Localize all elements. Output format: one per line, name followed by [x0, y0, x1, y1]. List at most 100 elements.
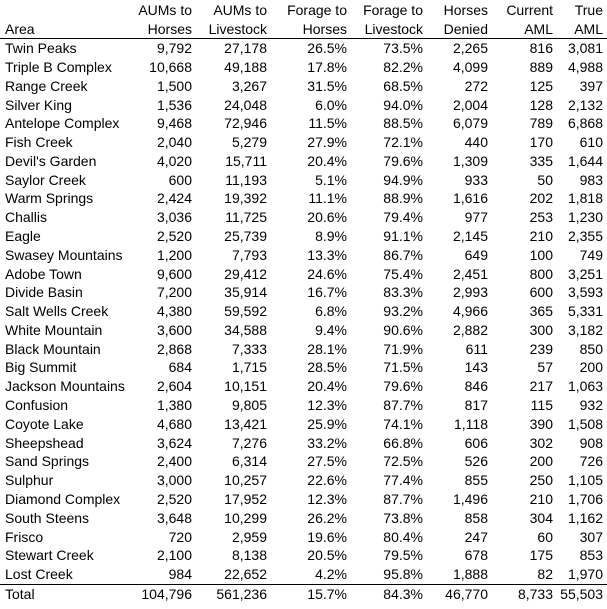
- value-cell: 72,946: [224, 115, 267, 132]
- value-cell: 2,604: [156, 378, 192, 395]
- area-cell: Fish Creek: [5, 134, 73, 151]
- value-cell: 649: [464, 246, 488, 263]
- table-row-confusion: Confusion 1,380 9,805 12.3% 87.7% 817 115 932: [0, 396, 607, 415]
- value-cell: 749: [579, 246, 603, 263]
- value-cell: 239: [529, 340, 553, 357]
- area-cell: Frisco: [5, 528, 44, 545]
- value-cell: 20.4%: [307, 378, 347, 395]
- value-cell: 25,739: [224, 228, 267, 244]
- value-cell: 19,392: [224, 190, 267, 207]
- value-cell: 789: [529, 115, 553, 132]
- value-cell: 9.4%: [315, 321, 347, 338]
- value-cell: 80.4%: [383, 528, 423, 545]
- value-cell: 4,380: [156, 303, 192, 320]
- value-cell: 1,200: [156, 246, 192, 263]
- value-cell: 28.5%: [307, 359, 347, 376]
- value-cell: 4,099: [452, 58, 488, 75]
- area-cell: Adobe Town: [5, 265, 82, 282]
- value-cell: 28.1%: [307, 340, 347, 357]
- value-cell: 726: [579, 453, 603, 470]
- value-cell: 1,309: [452, 152, 488, 169]
- value-cell: 60: [537, 528, 553, 545]
- value-cell: 2,400: [156, 453, 192, 470]
- value-cell: 90.6%: [383, 321, 423, 338]
- table-row-saylor-creek: Saylor Creek 600 11,193 5.1% 94.9% 933 50 983: [0, 171, 607, 190]
- header-cell-aums-to-livestock: AUMs to Livestock: [192, 1, 267, 40]
- value-cell: 17,952: [224, 490, 267, 507]
- value-cell: 302: [529, 434, 553, 451]
- table-row-fish-creek: Fish Creek 2,040 5,279 27.9% 72.1% 440 170 610: [0, 133, 607, 152]
- value-cell: 932: [579, 397, 603, 414]
- value-cell: 72.5%: [383, 453, 423, 470]
- value-cell: 75.4%: [383, 265, 423, 282]
- value-cell: 307: [579, 528, 603, 545]
- table-row-divide-basin: Divide Basin 7,200 35,914 16.7% 83.3% 2,993 60…: [0, 283, 607, 302]
- value-cell: 8.9%: [315, 228, 347, 244]
- value-cell: 1,706: [567, 490, 603, 507]
- value-cell: 22,652: [224, 566, 267, 583]
- value-cell: 143: [464, 359, 488, 376]
- table-row-silver-king: Silver King 1,536 24,048 6.0% 94.0% 2,004 128 2…: [0, 96, 607, 115]
- value-cell: 87.7%: [383, 490, 423, 507]
- value-cell: 3,624: [156, 434, 192, 451]
- value-cell: 217: [529, 378, 553, 395]
- area-cell: White Mountain: [5, 321, 103, 338]
- value-cell: 50: [537, 171, 553, 188]
- table-row-warm-springs: Warm Springs 2,424 19,392 11.1% 88.9% 1,616 20…: [0, 189, 607, 208]
- value-cell: 272: [464, 77, 488, 94]
- value-cell: 200: [579, 359, 603, 376]
- value-cell: 115: [530, 397, 553, 414]
- value-cell: 4,966: [452, 303, 488, 320]
- value-cell: 77.4%: [383, 472, 423, 489]
- area-cell: Triple B Complex: [5, 58, 112, 75]
- value-cell: 68.5%: [383, 77, 423, 94]
- value-cell: 2,100: [156, 547, 192, 564]
- total-value-cell: 561,236: [192, 583, 267, 604]
- value-cell: 87.7%: [383, 397, 423, 414]
- area-cell: Silver King: [5, 96, 72, 113]
- value-cell: 4,680: [156, 415, 192, 432]
- value-cell: 9,805: [231, 397, 267, 414]
- value-cell: 12.3%: [307, 490, 347, 507]
- table-header: Area AUMs to Horses AUMs to Livestock Forage …: [0, 1, 607, 40]
- value-cell: 59,592: [224, 303, 267, 320]
- value-cell: 1,162: [567, 509, 603, 526]
- value-cell: 27.5%: [307, 453, 347, 470]
- value-cell: 2,868: [156, 340, 192, 357]
- table-footer: Total 104,796 561,236 15.7% 84.3% 46,770 8,733…: [0, 583, 607, 604]
- value-cell: 390: [529, 415, 553, 432]
- table-row-challis: Challis 3,036 11,725 20.6% 79.4% 977 253 1,230: [0, 208, 607, 227]
- value-cell: 1,118: [454, 415, 488, 432]
- total-value-cell: 104,796: [130, 583, 192, 604]
- header-line2: Horses: [302, 20, 347, 37]
- table-row-sheepshead: Sheepshead 3,624 7,276 33.2% 66.8% 606 302 908: [0, 434, 607, 453]
- value-cell: 684: [168, 359, 192, 376]
- value-cell: 94.9%: [383, 171, 423, 188]
- area-cell: Diamond Complex: [5, 490, 121, 507]
- value-cell: 66.8%: [383, 434, 423, 451]
- header-line2: Horses: [147, 20, 192, 37]
- total-row: Total 104,796 561,236 15.7% 84.3% 46,770 8,733…: [0, 583, 607, 604]
- value-cell: 100: [529, 246, 553, 263]
- value-cell: 11.5%: [308, 115, 347, 132]
- value-cell: 200: [529, 453, 553, 470]
- table-row-sulphur: Sulphur 3,000 10,257 22.6% 77.4% 855 250 1,105: [0, 471, 607, 490]
- value-cell: 4.2%: [315, 566, 347, 583]
- header-line1: Forage to: [287, 2, 347, 18]
- value-cell: 853: [579, 547, 603, 564]
- value-cell: 79.5%: [383, 547, 423, 564]
- value-cell: 33.2%: [307, 434, 347, 451]
- table-row-range-creek: Range Creek 1,500 3,267 31.5% 68.5% 272 125 397: [0, 77, 607, 96]
- value-cell: 4,020: [156, 152, 192, 169]
- value-cell: 1,970: [567, 566, 603, 583]
- table-row-stewart-creek: Stewart Creek 2,100 8,138 20.5% 79.5% 678 175 8…: [0, 546, 607, 565]
- value-cell: 1,496: [452, 490, 488, 507]
- value-cell: 9,600: [156, 265, 192, 282]
- value-cell: 71.9%: [383, 340, 423, 357]
- value-cell: 1,380: [156, 397, 192, 414]
- value-cell: 5,331: [567, 303, 603, 320]
- value-cell: 86.7%: [383, 246, 423, 263]
- value-cell: 2,004: [452, 96, 488, 113]
- value-cell: 983: [579, 171, 603, 188]
